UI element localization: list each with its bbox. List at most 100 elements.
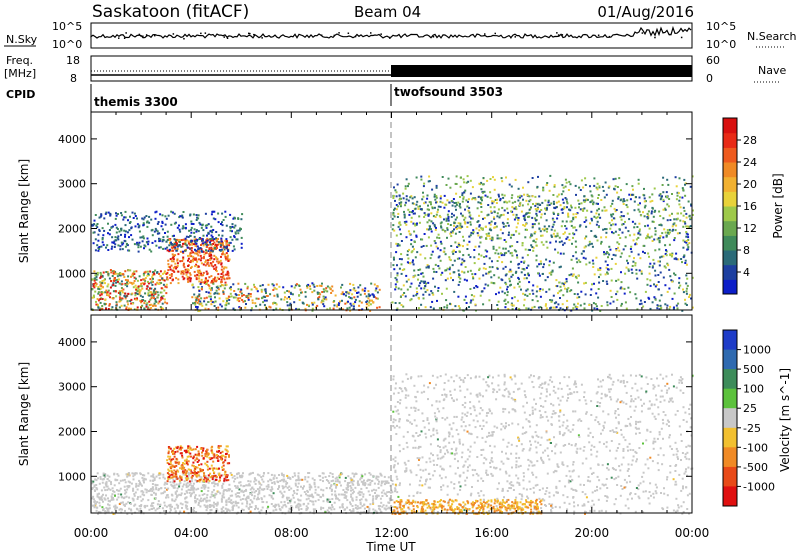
power-cell [436, 185, 438, 187]
velocity-cell [331, 480, 333, 482]
power-cell [504, 306, 506, 308]
power-cell [240, 289, 242, 291]
power-cell [376, 307, 378, 309]
power-cell [417, 274, 419, 276]
velocity-cell [309, 489, 311, 491]
power-cell [135, 270, 137, 272]
power-cell [132, 212, 134, 214]
power-cell [566, 198, 568, 200]
power-cell [426, 289, 428, 291]
power-cell [209, 287, 211, 289]
power-cell [120, 228, 122, 230]
power-cell [406, 198, 408, 200]
velocity-cell [147, 499, 149, 501]
power-cell [138, 225, 140, 227]
power-cell [453, 228, 455, 230]
power-cell [422, 294, 424, 296]
velocity-cell [368, 490, 370, 492]
power-cell [196, 239, 198, 241]
power-cell [616, 291, 618, 293]
power-cell [440, 241, 442, 243]
power-cell [459, 231, 461, 233]
velocity-cell [116, 499, 118, 501]
power-cell [400, 201, 402, 203]
power-cell [341, 293, 343, 295]
power-cell [563, 207, 565, 209]
power-cell [490, 224, 492, 226]
velocity-cell [222, 496, 224, 498]
power-cell [420, 287, 422, 289]
power-cell [647, 253, 649, 255]
power-cell [536, 290, 538, 292]
power-cell [682, 240, 684, 242]
power-cell [631, 269, 633, 271]
power-cell [110, 280, 112, 282]
velocity-cell [238, 482, 240, 484]
velocity-cell [322, 477, 324, 479]
power-cell [139, 242, 141, 244]
power-cell [122, 219, 124, 221]
power-cell [423, 202, 425, 204]
power-cell [502, 232, 504, 234]
power-cell [211, 287, 213, 289]
power-cell [160, 270, 162, 272]
power-cell [269, 293, 271, 295]
power-cell [654, 227, 656, 229]
power-cell [124, 234, 126, 236]
velocity-cell [319, 496, 321, 498]
power-cell [526, 267, 528, 269]
power-cell [639, 269, 641, 271]
velocity-cell [132, 498, 134, 500]
power-cell [187, 276, 189, 278]
power-cell [612, 223, 614, 225]
power-cell [594, 307, 596, 309]
power-cell [494, 179, 496, 181]
power-cell [395, 251, 397, 253]
power-cell [636, 226, 638, 228]
power-cell [160, 306, 162, 308]
power-cell [684, 184, 686, 186]
power-cell [401, 258, 403, 260]
velocity-cell [383, 504, 385, 506]
power-cell [368, 293, 370, 295]
power-cell [538, 263, 540, 265]
power-cell [517, 196, 519, 198]
power-cell [666, 305, 668, 307]
power-cell [144, 245, 146, 247]
power-cell [468, 210, 470, 212]
power-cell [160, 282, 162, 284]
power-cell [144, 292, 146, 294]
power-cell [220, 285, 222, 287]
power-cell [466, 248, 468, 250]
velocity-cell [257, 474, 259, 476]
power-cell [452, 253, 454, 255]
nsearch-point [556, 32, 558, 34]
power-cell [401, 273, 403, 275]
power-cell [408, 183, 410, 185]
velocity-cell [340, 474, 342, 476]
nsearch-label: N.Search [747, 30, 797, 43]
power-cell [597, 221, 599, 223]
power-cell [435, 227, 437, 229]
power-cell [685, 236, 687, 238]
power-cell [170, 269, 172, 271]
power-cell [496, 215, 498, 217]
power-cell [434, 199, 436, 201]
power-cell [423, 297, 425, 299]
power-cell [523, 304, 525, 306]
power-cell [165, 248, 167, 250]
power-cell [341, 300, 343, 302]
power-cell [200, 303, 202, 305]
power-cell [510, 276, 512, 278]
nsearch-point [140, 35, 142, 37]
power-cell [396, 281, 398, 283]
power-cell [191, 227, 193, 229]
velocity-cell [169, 481, 171, 483]
power-cell [211, 211, 213, 213]
velocity-cell [99, 497, 101, 499]
power-cell [123, 276, 125, 278]
power-cell [210, 262, 212, 264]
power-cell [654, 211, 656, 213]
power-cell [428, 294, 430, 296]
power-cell [525, 307, 527, 309]
